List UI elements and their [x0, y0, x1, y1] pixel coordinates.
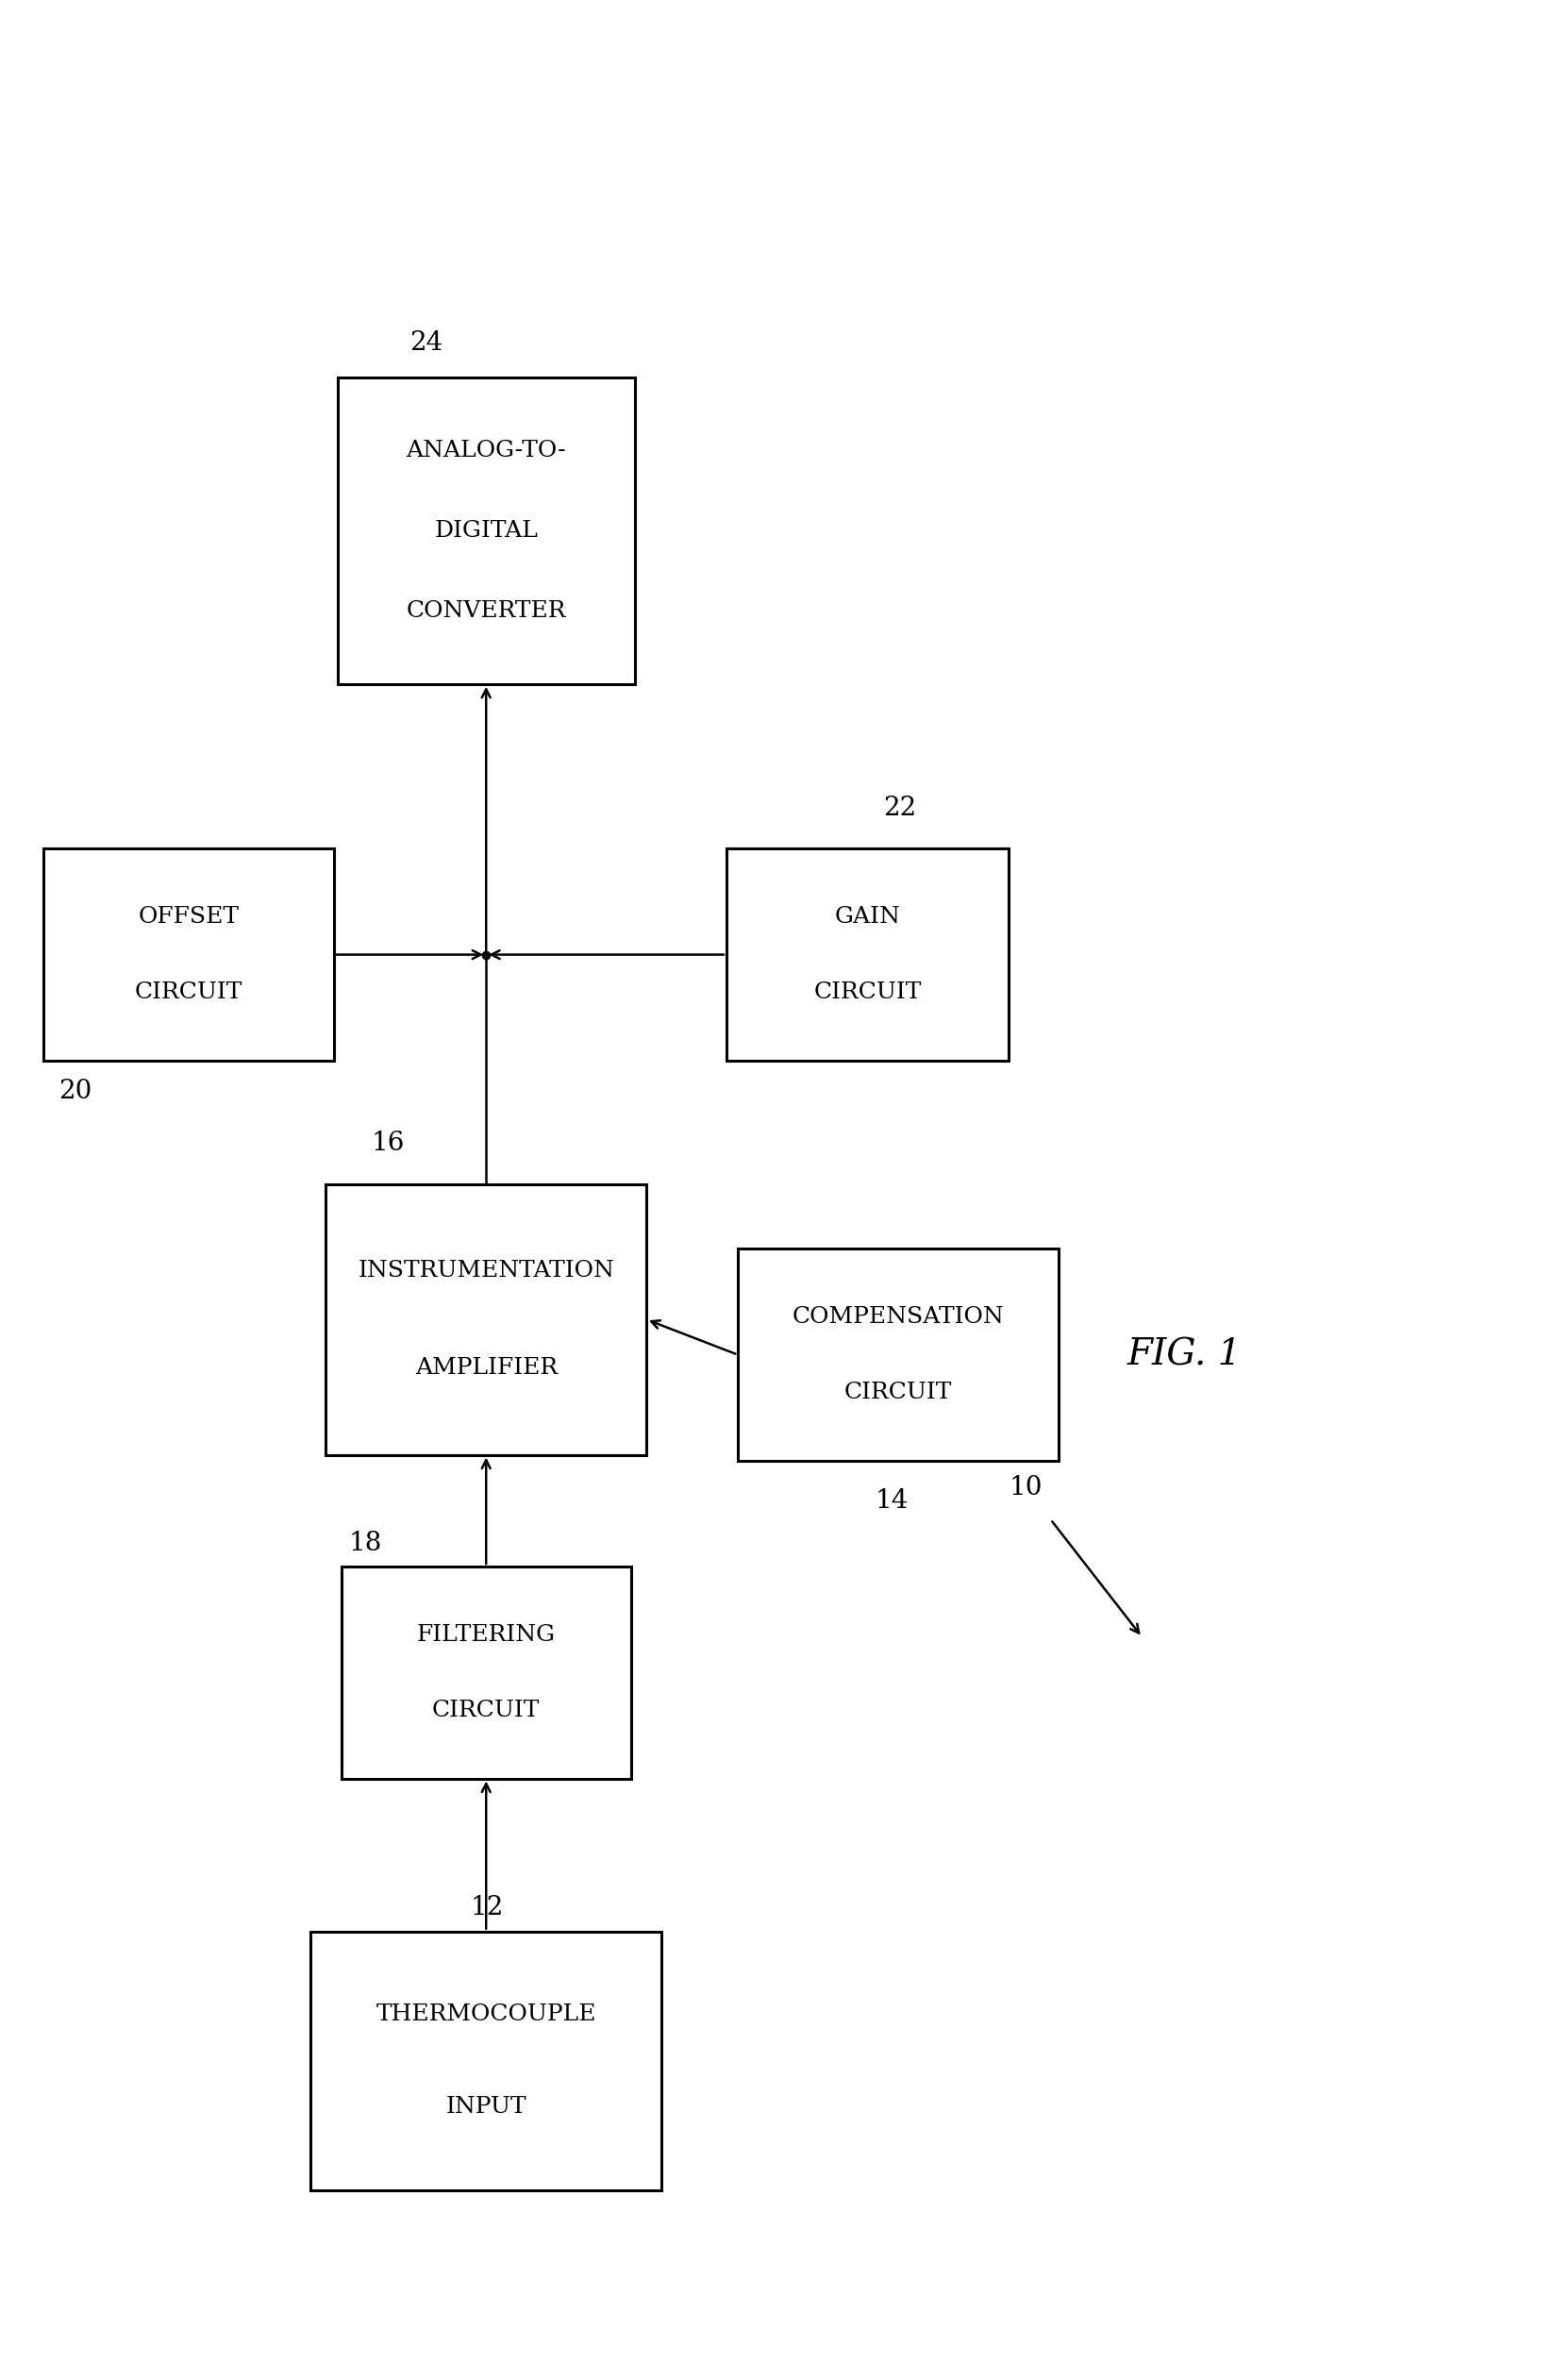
Text: 16: 16 [371, 1130, 405, 1157]
Text: FILTERING: FILTERING [416, 1623, 556, 1645]
Bar [310, 1933, 661, 2190]
Text: 18: 18 [349, 1530, 382, 1557]
Text: 10: 10 [1009, 1476, 1043, 1502]
Text: INSTRUMENTATION: INSTRUMENTATION [359, 1261, 615, 1283]
Bar [737, 1250, 1058, 1461]
Text: 14: 14 [875, 1488, 908, 1514]
Text: FIG. 1: FIG. 1 [1127, 1338, 1242, 1373]
Text: CIRCUIT: CIRCUIT [844, 1383, 951, 1404]
Text: OFFSET: OFFSET [138, 907, 239, 928]
Text: CIRCUIT: CIRCUIT [813, 981, 922, 1004]
Text: DIGITAL: DIGITAL [435, 521, 539, 543]
Text: ANALOG-TO-: ANALOG-TO- [407, 440, 566, 462]
Text: CONVERTER: CONVERTER [407, 600, 566, 621]
Text: INPUT: INPUT [445, 2097, 526, 2118]
Bar [43, 850, 334, 1061]
Bar [341, 1566, 632, 1778]
Text: 12: 12 [470, 1894, 504, 1921]
Text: 22: 22 [883, 795, 916, 821]
Text: AMPLIFIER: AMPLIFIER [414, 1357, 557, 1378]
Text: THERMOCOUPLE: THERMOCOUPLE [376, 2004, 596, 2025]
Text: CIRCUIT: CIRCUIT [135, 981, 242, 1004]
Bar [726, 850, 1009, 1061]
Text: GAIN: GAIN [835, 907, 900, 928]
Text: 24: 24 [410, 331, 442, 355]
Text: CIRCUIT: CIRCUIT [431, 1699, 540, 1721]
Bar [326, 1185, 646, 1454]
Bar [337, 378, 635, 683]
Text: COMPENSATION: COMPENSATION [792, 1307, 1004, 1328]
Text: 20: 20 [59, 1078, 92, 1104]
